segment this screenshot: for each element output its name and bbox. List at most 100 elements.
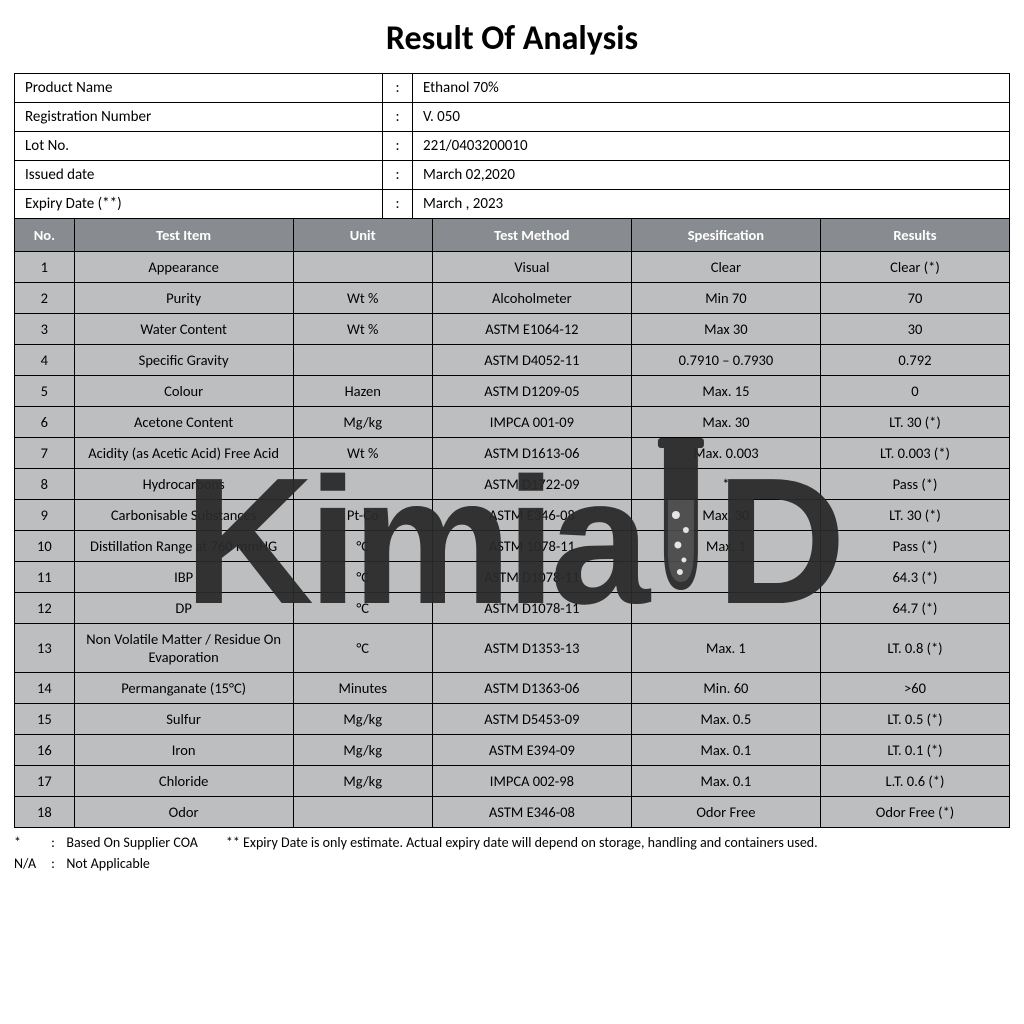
info-row-product-name: Product Name : Ethanol 70%	[15, 74, 1010, 103]
cell-result: Pass (*)	[820, 469, 1009, 500]
table-row: 1AppearanceVisualClearClear (*)	[15, 252, 1010, 283]
cell-result: LT. 0.5 (*)	[820, 704, 1009, 735]
cell-item: Acetone Content	[74, 407, 293, 438]
cell-unit: Wt %	[293, 283, 432, 314]
footnote-dstar-sym: **	[226, 834, 240, 851]
cell-result: Clear (*)	[820, 252, 1009, 283]
cell-spec: 0.7910 – 0.7930	[631, 345, 820, 376]
cell-item: Colour	[74, 376, 293, 407]
cell-no: 14	[15, 673, 75, 704]
table-row: 13Non Volatile Matter / Residue On Evapo…	[15, 624, 1010, 673]
cell-result: 30	[820, 314, 1009, 345]
cell-no: 18	[15, 797, 75, 828]
table-row: 8HydrocarbonsASTM D1722-09*Pass (*)	[15, 469, 1010, 500]
cell-result: LT. 30 (*)	[820, 500, 1009, 531]
cell-item: Carbonisable Substances	[74, 500, 293, 531]
cell-item: Chloride	[74, 766, 293, 797]
footnote-dstar-text: Expiry Date is only estimate. Actual exp…	[243, 834, 818, 851]
table-row: 7Acidity (as Acetic Acid) Free AcidWt %A…	[15, 438, 1010, 469]
table-row: 5ColourHazenASTM D1209-05Max. 150	[15, 376, 1010, 407]
cell-result: 0	[820, 376, 1009, 407]
cell-spec	[631, 593, 820, 624]
table-row: 10Distillation Range at 760 mmHG°CASTM 1…	[15, 531, 1010, 562]
table-row: 15SulfurMg/kgASTM D5453-09Max. 0.5LT. 0.…	[15, 704, 1010, 735]
cell-result: 64.3 (*)	[820, 562, 1009, 593]
cell-unit: °C	[293, 562, 432, 593]
table-row: 14Permanganate (15°C)MinutesASTM D1363-0…	[15, 673, 1010, 704]
header-test-item: Test Item	[74, 219, 293, 252]
cell-unit: Wt %	[293, 438, 432, 469]
table-row: 11IBP°CASTM D1078-1164.3 (*)	[15, 562, 1010, 593]
cell-item: Water Content	[74, 314, 293, 345]
cell-result: Pass (*)	[820, 531, 1009, 562]
cell-result: LT. 30 (*)	[820, 407, 1009, 438]
cell-method: ASTM D4052-11	[432, 345, 631, 376]
cell-result: LT. 0.003 (*)	[820, 438, 1009, 469]
cell-no: 15	[15, 704, 75, 735]
cell-unit	[293, 252, 432, 283]
cell-method: ASTM D1209-05	[432, 376, 631, 407]
cell-no: 16	[15, 735, 75, 766]
footnote-star-text: Based On Supplier COA	[66, 834, 198, 851]
colon: :	[51, 853, 63, 874]
product-name-label: Product Name	[15, 74, 383, 103]
cell-unit: °C	[293, 593, 432, 624]
cell-unit: Mg/kg	[293, 735, 432, 766]
cell-result: 64.7 (*)	[820, 593, 1009, 624]
colon: :	[383, 74, 413, 103]
cell-no: 11	[15, 562, 75, 593]
issued-date-value: March 02,2020	[412, 161, 1009, 190]
cell-unit: °C	[293, 531, 432, 562]
header-unit: Unit	[293, 219, 432, 252]
expiry-date-label: Expiry Date (**)	[15, 190, 383, 219]
cell-result: 70	[820, 283, 1009, 314]
cell-no: 7	[15, 438, 75, 469]
cell-item: Iron	[74, 735, 293, 766]
cell-no: 1	[15, 252, 75, 283]
colon: :	[383, 132, 413, 161]
table-row: 12DP°CASTM D1078-1164.7 (*)	[15, 593, 1010, 624]
lot-no-value: 221/0403200010	[412, 132, 1009, 161]
cell-method: Visual	[432, 252, 631, 283]
cell-method: Alcoholmeter	[432, 283, 631, 314]
page-title: Result Of Analysis	[14, 18, 1010, 59]
lot-no-label: Lot No.	[15, 132, 383, 161]
cell-item: Hydrocarbons	[74, 469, 293, 500]
cell-no: 6	[15, 407, 75, 438]
cell-spec: Min 70	[631, 283, 820, 314]
cell-spec	[631, 562, 820, 593]
table-row: 9Carbonisable SubstancesPt-CoASTM E346-0…	[15, 500, 1010, 531]
cell-unit: Mg/kg	[293, 407, 432, 438]
cell-spec: Clear	[631, 252, 820, 283]
header-results: Results	[820, 219, 1009, 252]
footnotes: * : Based On Supplier COA ** Expiry Date…	[14, 832, 1010, 874]
table-row: 18OdorASTM E346-08Odor FreeOdor Free (*)	[15, 797, 1010, 828]
product-info-table: Product Name : Ethanol 70% Registration …	[14, 73, 1010, 219]
cell-no: 13	[15, 624, 75, 673]
cell-no: 12	[15, 593, 75, 624]
cell-no: 5	[15, 376, 75, 407]
cell-result: L.T. 0.6 (*)	[820, 766, 1009, 797]
cell-result: LT. 0.1 (*)	[820, 735, 1009, 766]
cell-spec: Max. 0.5	[631, 704, 820, 735]
cell-method: ASTM E346-08	[432, 797, 631, 828]
cell-method: ASTM E346-08	[432, 500, 631, 531]
cell-method: ASTM D1722-09	[432, 469, 631, 500]
cell-spec: Odor Free	[631, 797, 820, 828]
cell-method: ASTM D1363-06	[432, 673, 631, 704]
cell-no: 4	[15, 345, 75, 376]
cell-unit: Hazen	[293, 376, 432, 407]
reg-number-label: Registration Number	[15, 103, 383, 132]
cell-unit: Minutes	[293, 673, 432, 704]
cell-method: ASTM D1078-11	[432, 593, 631, 624]
cell-item: Distillation Range at 760 mmHG	[74, 531, 293, 562]
cell-no: 17	[15, 766, 75, 797]
cell-unit: °C	[293, 624, 432, 673]
cell-spec: Max 30	[631, 314, 820, 345]
reg-number-value: V. 050	[412, 103, 1009, 132]
cell-spec: Min. 60	[631, 673, 820, 704]
colon: :	[383, 161, 413, 190]
table-row: 4Specific GravityASTM D4052-110.7910 – 0…	[15, 345, 1010, 376]
cell-method: ASTM E1064-12	[432, 314, 631, 345]
cell-method: ASTM E394-09	[432, 735, 631, 766]
